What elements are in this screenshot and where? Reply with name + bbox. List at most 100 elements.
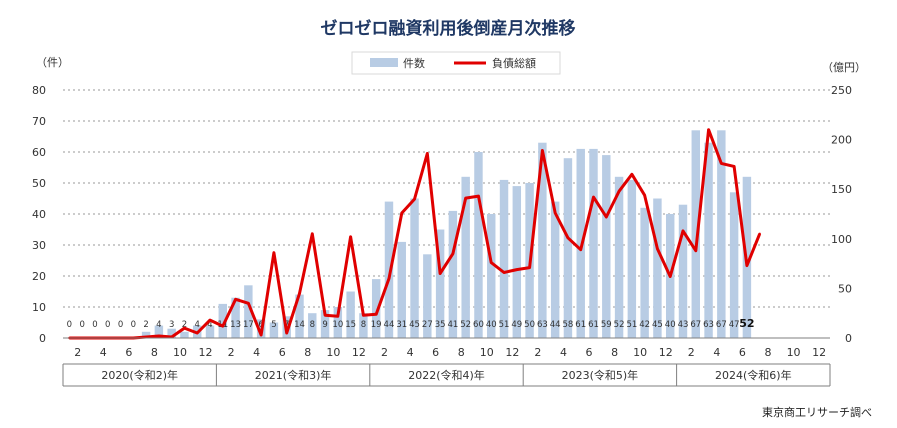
line-point <box>477 194 480 198</box>
x-tick-label: 10 <box>633 346 647 359</box>
line-point <box>490 261 493 264</box>
x-tick-label: 12 <box>812 346 826 359</box>
bar-value-label: 49 <box>511 320 522 330</box>
line-point <box>298 292 301 295</box>
line-point <box>605 215 608 219</box>
bar <box>538 142 547 338</box>
line-point <box>464 196 467 200</box>
x-tick-label: 10 <box>787 346 801 359</box>
left-axis-ticks: 0 10 20 30 40 50 60 70 80 <box>32 84 46 345</box>
year-group-label: 2023(令和5)年 <box>562 368 639 382</box>
x-tick-label: 6 <box>279 346 286 359</box>
line-point <box>438 272 442 275</box>
bar <box>320 310 330 338</box>
line-point <box>541 149 544 152</box>
bar <box>435 229 445 338</box>
line-point <box>451 252 455 255</box>
bar <box>589 148 598 338</box>
bar-value-label: 59 <box>601 320 612 330</box>
legend-swatch-bars <box>370 58 398 67</box>
line-point <box>566 236 570 240</box>
bar-value-label: 61 <box>588 320 599 330</box>
bar-value-label: 10 <box>332 320 343 330</box>
x-tick-label: 8 <box>304 346 311 359</box>
bar <box>448 210 458 338</box>
left-tick-label: 70 <box>32 115 46 128</box>
legend: 件数 負債総額 <box>351 51 561 75</box>
bar <box>602 155 611 338</box>
bar <box>614 176 624 338</box>
bar <box>295 294 304 338</box>
bar <box>359 313 368 338</box>
x-tick-label: 2 <box>228 346 235 359</box>
bar-value-label: 41 <box>447 320 458 330</box>
bar-value-label: 35 <box>435 320 446 330</box>
bar <box>384 201 394 338</box>
bar-value-label: 60 <box>473 320 484 330</box>
line-point <box>234 298 237 301</box>
bar-value-label: 8 <box>310 320 315 330</box>
x-tick-label: 12 <box>199 346 213 359</box>
chart-title: ゼロゼロ融資利用後倒産月次推移 <box>321 18 576 39</box>
x-tick-label: 2 <box>534 346 541 359</box>
bar-value-label: 14 <box>294 320 305 330</box>
bar <box>410 198 419 338</box>
x-tick-label: 12 <box>659 346 673 359</box>
bar-value-label: 51 <box>499 320 510 330</box>
x-tick-label: 6 <box>586 346 593 359</box>
line-point <box>656 247 659 250</box>
line-point <box>758 232 761 236</box>
bar-value-label: 67 <box>690 320 701 330</box>
x-tick-label: 4 <box>560 346 567 359</box>
bar <box>717 130 726 338</box>
left-tick-label: 30 <box>32 239 46 252</box>
left-tick-label: 60 <box>32 146 46 159</box>
bar-value-label: 52 <box>614 320 625 330</box>
bar-value-label: 61 <box>575 320 586 330</box>
bar <box>474 152 483 338</box>
bar-value-label: 44 <box>384 320 395 330</box>
bar <box>397 241 406 338</box>
right-tick-label: 0 <box>845 332 852 345</box>
line-point <box>707 128 710 131</box>
x-tick-label: 10 <box>480 346 494 359</box>
bar <box>371 279 381 338</box>
line-point <box>336 314 340 318</box>
x-tick-label: 4 <box>407 346 414 359</box>
x-tick-label: 4 <box>100 346 107 359</box>
line-point <box>157 334 161 338</box>
bar-value-label: 17 <box>243 320 254 330</box>
x-tick-label: 10 <box>326 346 340 359</box>
source-note: 東京商工リサーチ調べ <box>762 405 872 419</box>
bar-value-label: 27 <box>422 320 433 330</box>
x-tick-label: 8 <box>151 346 158 359</box>
bar <box>499 179 509 338</box>
line-point <box>515 268 519 271</box>
line-point <box>247 302 250 305</box>
line-point <box>285 331 288 335</box>
bar-value-label: 42 <box>639 320 650 330</box>
bar-value-label: 0 <box>92 320 97 330</box>
bar-value-label: 52 <box>460 320 471 330</box>
line-point <box>349 235 352 239</box>
bar-value-label: 4 <box>156 320 161 330</box>
bar-value-label: 0 <box>118 320 123 330</box>
bar <box>308 313 317 338</box>
left-axis-unit: （件） <box>36 56 69 69</box>
bar <box>218 303 228 338</box>
bar-value-label: 44 <box>550 320 561 330</box>
bar <box>180 331 189 338</box>
bar-value-label: 9 <box>322 320 327 330</box>
line-point <box>400 211 403 215</box>
bar <box>333 307 343 338</box>
line-point <box>374 312 378 316</box>
bar-value-label: 50 <box>524 320 535 330</box>
line-point <box>732 165 736 168</box>
x-tick-label: 6 <box>432 346 439 359</box>
bar-value-label: 2 <box>143 320 148 330</box>
x-tick-label: 8 <box>765 346 772 359</box>
line-point <box>617 189 621 193</box>
right-tick-label: 100 <box>831 233 852 246</box>
bar <box>244 285 253 338</box>
